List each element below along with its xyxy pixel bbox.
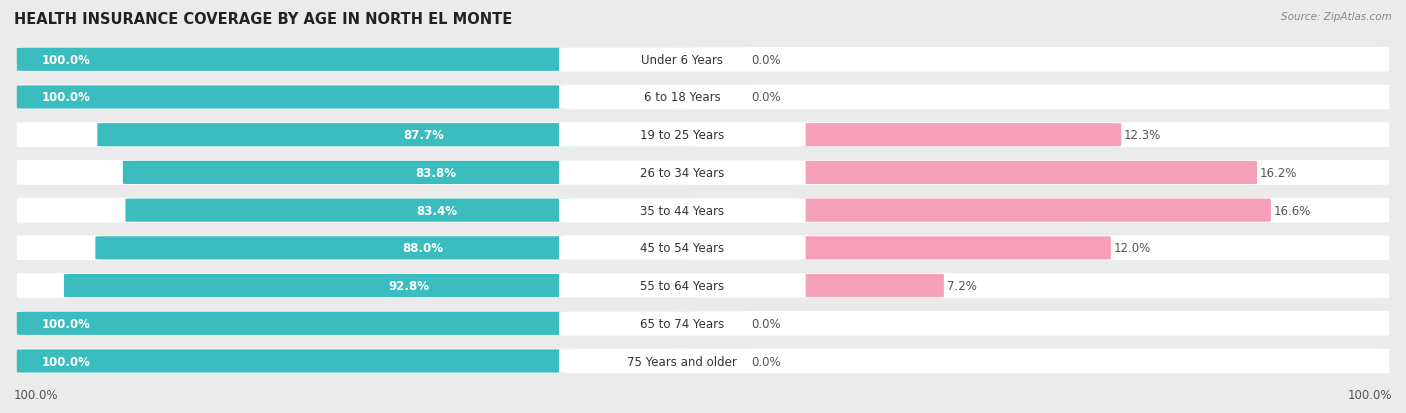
FancyBboxPatch shape	[17, 311, 1389, 336]
FancyBboxPatch shape	[17, 85, 1389, 110]
Text: 19 to 25 Years: 19 to 25 Years	[640, 129, 724, 142]
Text: 55 to 64 Years: 55 to 64 Years	[640, 280, 724, 292]
FancyBboxPatch shape	[17, 236, 1389, 261]
FancyBboxPatch shape	[560, 86, 806, 110]
Text: 88.0%: 88.0%	[402, 242, 444, 255]
FancyBboxPatch shape	[17, 198, 1389, 223]
Text: 6 to 18 Years: 6 to 18 Years	[644, 91, 721, 104]
Text: 7.2%: 7.2%	[946, 280, 977, 292]
FancyBboxPatch shape	[560, 161, 806, 185]
Text: 0.0%: 0.0%	[751, 91, 780, 104]
FancyBboxPatch shape	[560, 311, 806, 335]
FancyBboxPatch shape	[560, 199, 806, 223]
Text: 75 Years and older: 75 Years and older	[627, 355, 737, 368]
FancyBboxPatch shape	[122, 161, 693, 185]
FancyBboxPatch shape	[17, 349, 693, 373]
Text: 26 to 34 Years: 26 to 34 Years	[640, 166, 724, 180]
FancyBboxPatch shape	[17, 161, 1389, 185]
Text: 0.0%: 0.0%	[751, 317, 780, 330]
FancyBboxPatch shape	[125, 199, 693, 222]
Text: 0.0%: 0.0%	[751, 355, 780, 368]
Text: 92.8%: 92.8%	[388, 280, 429, 292]
FancyBboxPatch shape	[17, 48, 1389, 72]
FancyBboxPatch shape	[671, 312, 748, 335]
FancyBboxPatch shape	[560, 236, 806, 260]
FancyBboxPatch shape	[671, 349, 748, 373]
FancyBboxPatch shape	[560, 123, 806, 147]
Text: 45 to 54 Years: 45 to 54 Years	[640, 242, 724, 255]
FancyBboxPatch shape	[560, 349, 806, 373]
Text: 83.8%: 83.8%	[415, 166, 456, 180]
FancyBboxPatch shape	[96, 237, 693, 260]
FancyBboxPatch shape	[671, 274, 943, 297]
FancyBboxPatch shape	[671, 86, 748, 109]
FancyBboxPatch shape	[671, 48, 748, 72]
Text: 12.0%: 12.0%	[1114, 242, 1152, 255]
FancyBboxPatch shape	[671, 199, 1271, 222]
FancyBboxPatch shape	[17, 123, 1389, 148]
Text: 16.2%: 16.2%	[1260, 166, 1298, 180]
Text: 0.0%: 0.0%	[751, 54, 780, 66]
FancyBboxPatch shape	[17, 273, 1389, 298]
Text: 100.0%: 100.0%	[42, 317, 90, 330]
FancyBboxPatch shape	[17, 312, 693, 335]
Text: 100.0%: 100.0%	[42, 355, 90, 368]
FancyBboxPatch shape	[97, 124, 693, 147]
FancyBboxPatch shape	[17, 349, 1389, 373]
FancyBboxPatch shape	[17, 86, 693, 109]
FancyBboxPatch shape	[560, 48, 806, 72]
Text: 100.0%: 100.0%	[1347, 388, 1392, 401]
Text: 87.7%: 87.7%	[404, 129, 444, 142]
Text: Under 6 Years: Under 6 Years	[641, 54, 723, 66]
Text: 12.3%: 12.3%	[1123, 129, 1161, 142]
FancyBboxPatch shape	[560, 274, 806, 298]
Text: 100.0%: 100.0%	[42, 54, 90, 66]
Text: 100.0%: 100.0%	[14, 388, 59, 401]
FancyBboxPatch shape	[671, 124, 1122, 147]
FancyBboxPatch shape	[17, 48, 693, 72]
FancyBboxPatch shape	[671, 237, 1111, 260]
Text: 65 to 74 Years: 65 to 74 Years	[640, 317, 724, 330]
FancyBboxPatch shape	[671, 161, 1257, 185]
Text: 16.6%: 16.6%	[1274, 204, 1310, 217]
Text: 35 to 44 Years: 35 to 44 Years	[640, 204, 724, 217]
FancyBboxPatch shape	[63, 274, 693, 297]
Text: Source: ZipAtlas.com: Source: ZipAtlas.com	[1281, 12, 1392, 22]
Text: 100.0%: 100.0%	[42, 91, 90, 104]
Text: HEALTH INSURANCE COVERAGE BY AGE IN NORTH EL MONTE: HEALTH INSURANCE COVERAGE BY AGE IN NORT…	[14, 12, 512, 27]
Text: 83.4%: 83.4%	[416, 204, 457, 217]
